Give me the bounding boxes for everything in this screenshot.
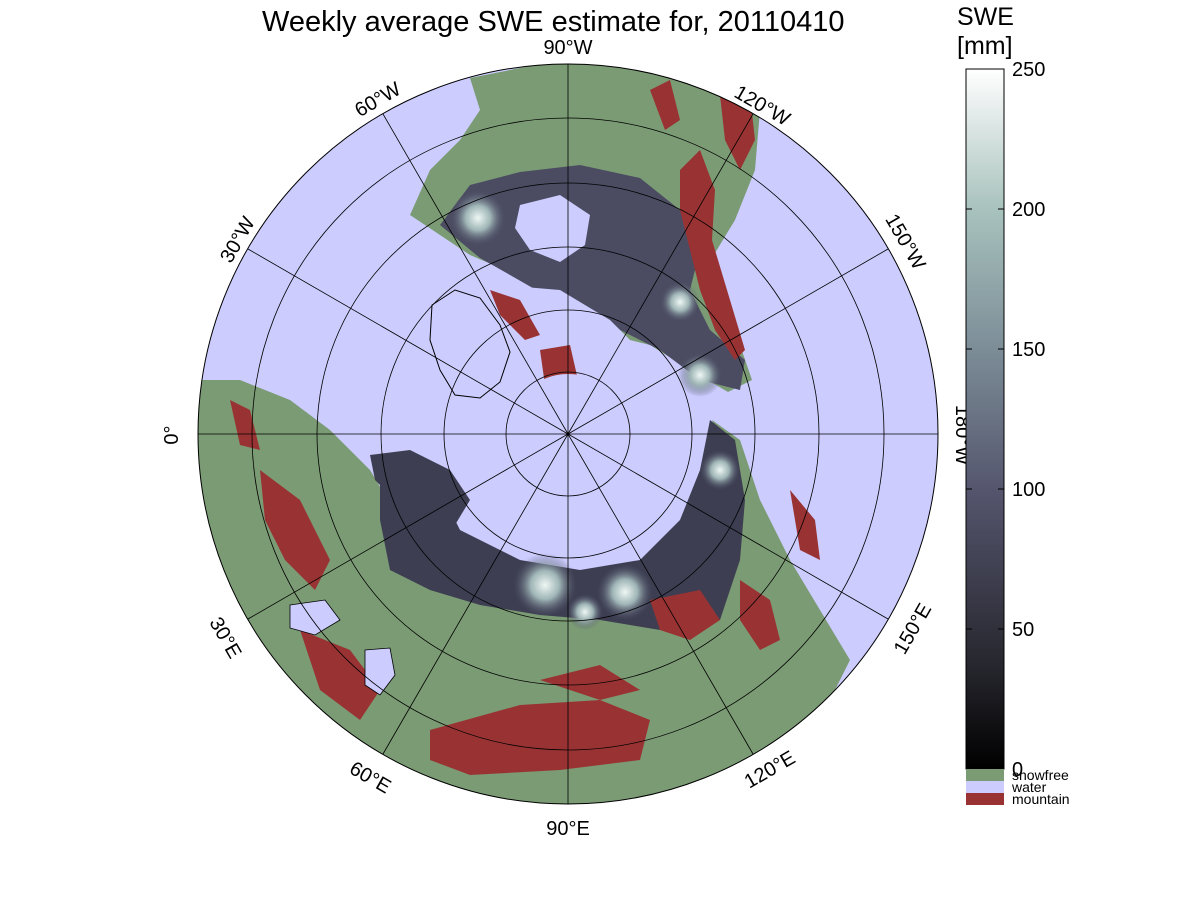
lon-label-150e: 150°E	[890, 600, 936, 658]
map-title: Weekly average SWE estimate for, 2011041…	[262, 6, 845, 38]
meridians	[198, 64, 938, 804]
high-swe-patch	[597, 564, 653, 620]
caspian-sea	[364, 647, 396, 696]
map-border	[197, 63, 939, 805]
category-label-snowfree: snowfree	[1012, 767, 1069, 783]
black-sea	[289, 599, 341, 636]
high-swe-patch	[450, 190, 506, 246]
north-america-snow	[440, 165, 745, 390]
lon-label-60e: 60°E	[346, 758, 395, 799]
colorbar-tick-label: 250	[1012, 59, 1045, 81]
colorbar-tick-label: 150	[1012, 339, 1045, 361]
high-swe-patch	[567, 594, 603, 630]
colorbar-tick-label: 50	[1012, 619, 1034, 641]
lon-label-90w: 90°W	[543, 37, 592, 59]
colorbar-gradient	[965, 68, 1005, 770]
lon-label-30e: 30°E	[205, 614, 246, 663]
category-label-mountain: mountain	[1012, 791, 1070, 807]
colorbar-tick-label: 200	[1012, 199, 1045, 221]
high-swe-patch	[660, 282, 700, 322]
high-swe-patch	[700, 450, 740, 490]
greenland	[429, 289, 511, 399]
hudson-bay	[515, 195, 590, 262]
arctic-archipelago-water	[495, 285, 640, 380]
lon-label-0: 0°	[161, 425, 183, 444]
category-swatch-snowfree	[966, 769, 1004, 781]
high-swe-patch	[513, 553, 577, 617]
category-label-water: water	[1011, 779, 1047, 795]
category-swatch-mountain	[966, 793, 1004, 805]
colorbar-unit: [mm]	[957, 32, 1013, 60]
lon-label-90e: 90°E	[546, 818, 590, 840]
eurasia-snow	[380, 420, 745, 630]
polar-map: 90°W 120°W 150°W 180°W 150°E 120°E 90°E …	[161, 37, 973, 840]
colorbar-ticks: 0 50 100 150 200 250	[966, 59, 1045, 781]
colorbar-tick-label: 0	[1012, 759, 1023, 781]
category-swatch-water	[966, 781, 1004, 793]
scandinavia	[370, 450, 470, 525]
high-swe-patch	[678, 353, 722, 397]
colorbar-tick-label: 100	[1012, 479, 1045, 501]
colorbar-title: SWE	[957, 3, 1014, 31]
